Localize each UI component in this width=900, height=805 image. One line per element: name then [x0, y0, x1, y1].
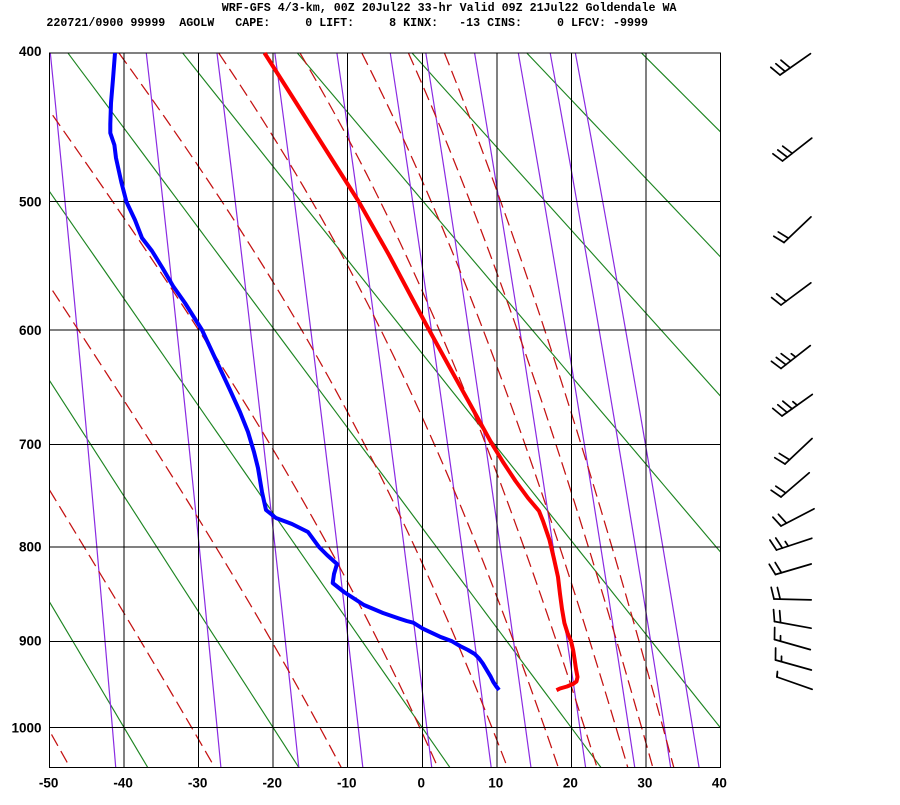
svg-text:-10: -10 [337, 776, 357, 791]
svg-text:WRF-GFS 4/3-km, 00Z 20Jul22 33: WRF-GFS 4/3-km, 00Z 20Jul22 33-hr Valid … [222, 1, 677, 15]
svg-text:800: 800 [19, 540, 42, 555]
svg-text:400: 400 [19, 44, 42, 59]
svg-text:600: 600 [19, 323, 42, 338]
svg-text:-20: -20 [262, 776, 282, 791]
svg-text:0: 0 [418, 776, 426, 791]
svg-text:20: 20 [563, 776, 578, 791]
svg-text:-40: -40 [113, 776, 133, 791]
svg-text:900: 900 [19, 634, 42, 649]
svg-text:30: 30 [637, 776, 652, 791]
svg-text:700: 700 [19, 437, 42, 452]
svg-text:-50: -50 [39, 776, 59, 791]
svg-text:220721/0900 99999 AGOLW CAP: 220721/0900 99999 AGOLW CAPE: 0 LIFT: 8 … [46, 16, 648, 30]
svg-text:500: 500 [19, 194, 42, 209]
svg-text:40: 40 [712, 776, 727, 791]
svg-text:-30: -30 [188, 776, 208, 791]
svg-text:10: 10 [488, 776, 503, 791]
svg-text:1000: 1000 [11, 721, 41, 736]
